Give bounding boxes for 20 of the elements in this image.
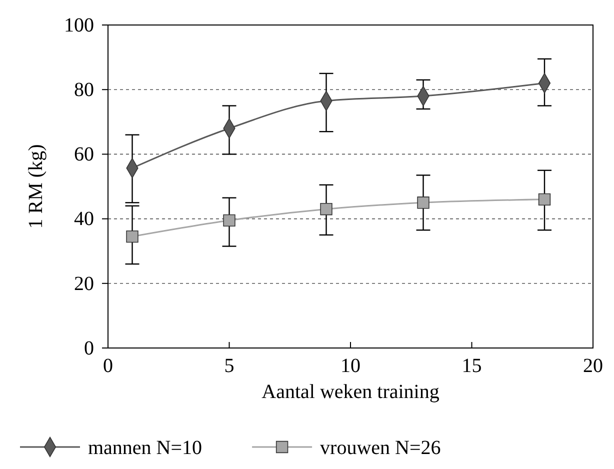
point (417, 196, 430, 209)
y-tick-label: 0 (84, 337, 94, 360)
legend-label: mannen N=10 (88, 437, 202, 459)
x-axis-title: Aantal weken training (262, 381, 440, 403)
point (320, 203, 332, 216)
x-tick-label: 0 (103, 355, 113, 378)
x-tick-label: 10 (340, 355, 360, 378)
y-tick-label: 100 (64, 14, 94, 36)
x-tick-label: 15 (462, 355, 482, 378)
point (223, 214, 236, 227)
y-tick-label: 80 (74, 79, 94, 101)
x-tick-label: 5 (224, 355, 234, 378)
y-tick-label: 40 (74, 208, 94, 230)
legend-label: vrouwen N=26 (320, 437, 441, 459)
y-axis-title: 1 RM (kg) (25, 144, 47, 229)
y-tick-label: 20 (74, 272, 94, 295)
y-tick-label: 60 (74, 144, 94, 166)
x-tick-label: 20 (583, 355, 603, 378)
point (126, 230, 138, 243)
point (538, 193, 551, 206)
